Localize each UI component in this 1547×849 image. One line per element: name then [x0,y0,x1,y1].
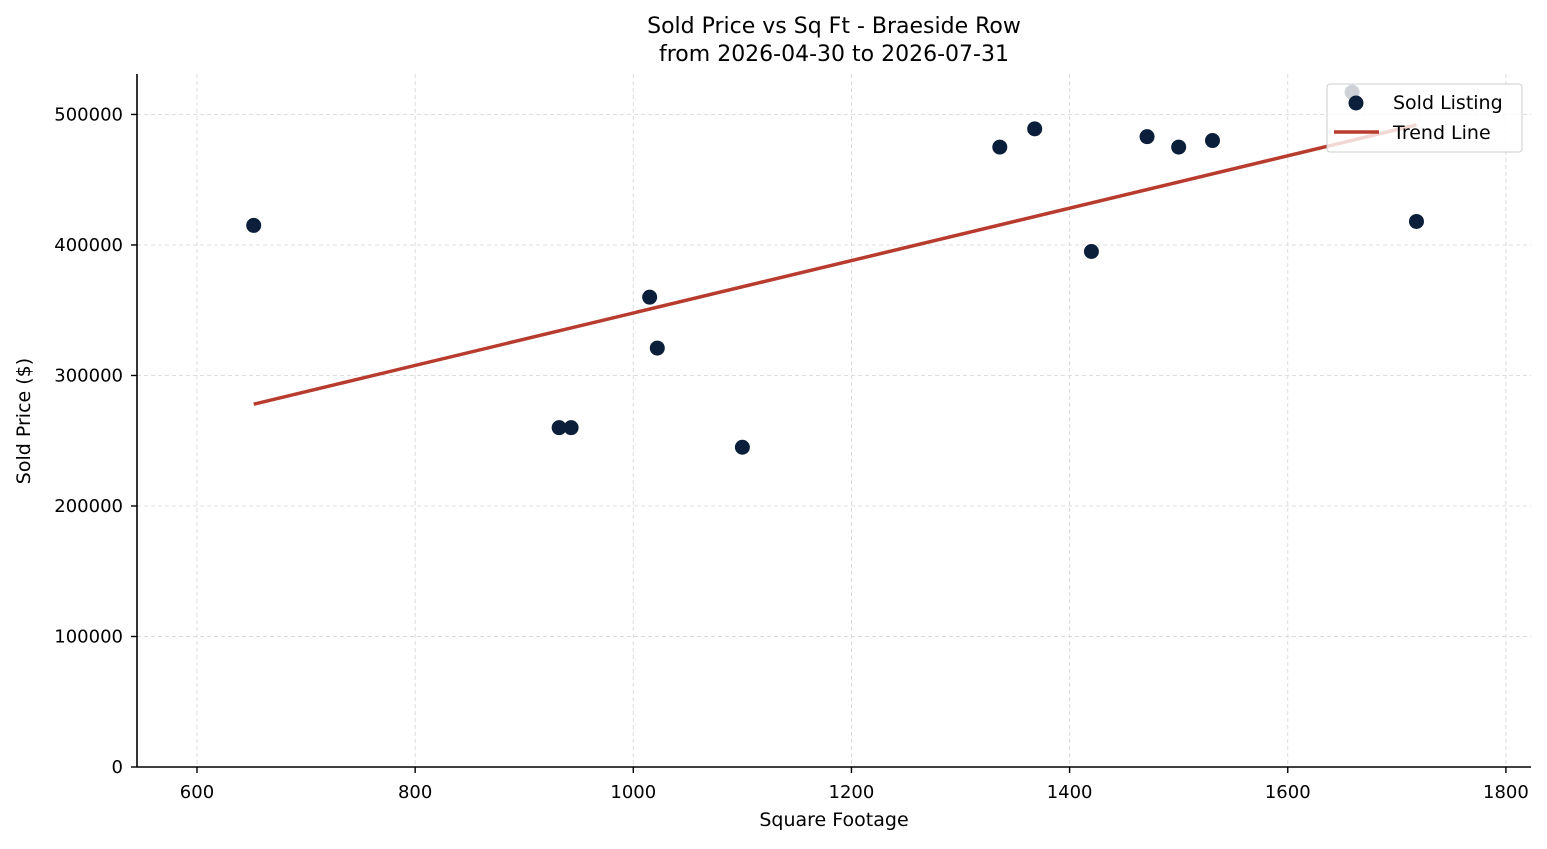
data-point [1083,243,1099,259]
legend-box [1326,83,1523,153]
data-points-layer [246,84,1424,455]
y-tick-label: 400000 [54,235,123,256]
data-point [992,139,1008,155]
y-axis-label: Sold Price ($) [13,358,35,484]
legend-trend-line-label: Trend Line [1392,122,1491,144]
data-point [642,289,658,305]
chart-subtitle: from 2026-04-30 to 2026-07-31 [659,42,1009,67]
x-tick-label: 1200 [829,782,875,803]
x-tick-label: 1600 [1265,782,1311,803]
x-tick-label: 800 [398,782,432,803]
data-point [1204,133,1220,149]
data-point [1139,129,1155,145]
y-tick-label: 500000 [54,104,123,125]
data-point [246,217,262,233]
y-tick-label: 300000 [54,365,123,386]
data-point [1408,213,1424,229]
y-tick-label: 0 [112,757,123,778]
legend-sold-listing-label: Sold Listing [1393,92,1503,114]
x-axis-ticks: 600 800 1000 1200 1400 1600 1800 [180,767,1529,803]
data-point [563,420,579,436]
data-point [734,439,750,455]
x-axis-label: Square Footage [759,809,908,831]
data-point [1027,121,1043,137]
data-point [551,420,567,436]
y-tick-label: 100000 [54,626,123,647]
trend-line-layer [253,123,1417,406]
legend-sold-listing-marker [1348,95,1364,111]
y-axis-ticks: 0 100000 200000 300000 400000 500000 [54,104,137,778]
x-tick-label: 1400 [1047,782,1093,803]
data-point [1171,139,1187,155]
trend-line [253,123,1417,406]
x-tick-label: 1800 [1483,782,1529,803]
data-point [649,340,665,356]
y-tick-label: 200000 [54,496,123,517]
x-tick-label: 600 [180,782,214,803]
chart-title: Sold Price vs Sq Ft - Braeside Row [647,14,1021,39]
x-tick-label: 1000 [610,782,656,803]
legend: Sold Listing Trend Line [1326,83,1523,153]
